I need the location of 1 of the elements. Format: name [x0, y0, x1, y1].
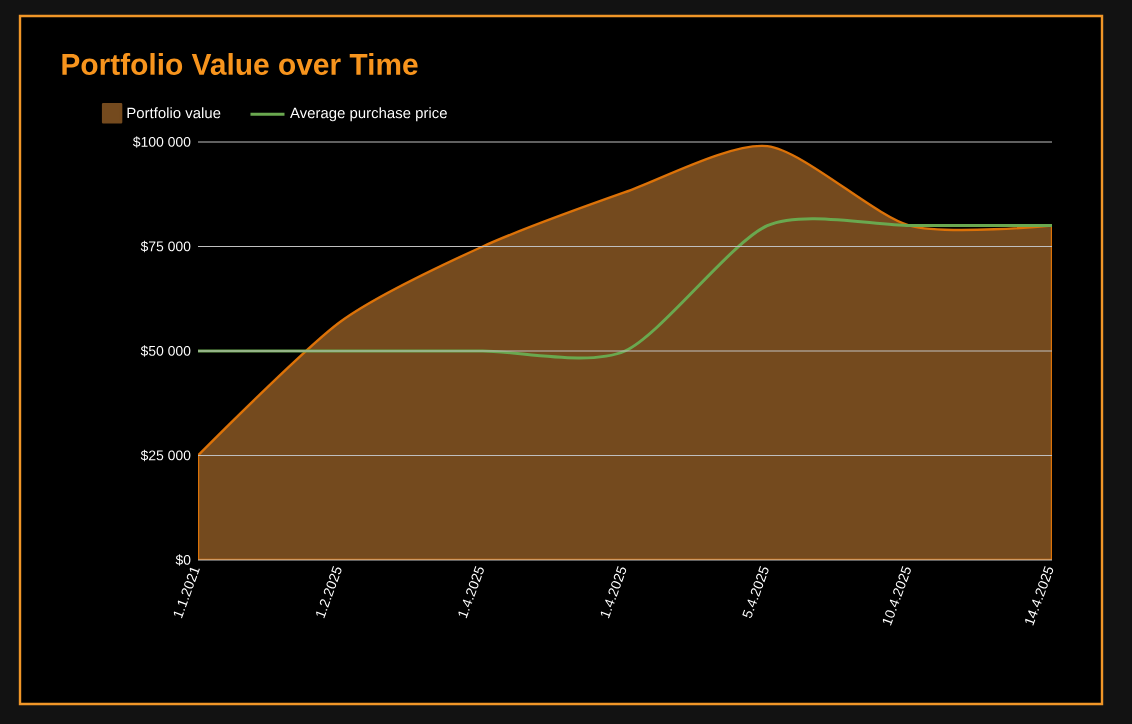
chart-title: Portfolio Value over Time [62, 53, 418, 75]
